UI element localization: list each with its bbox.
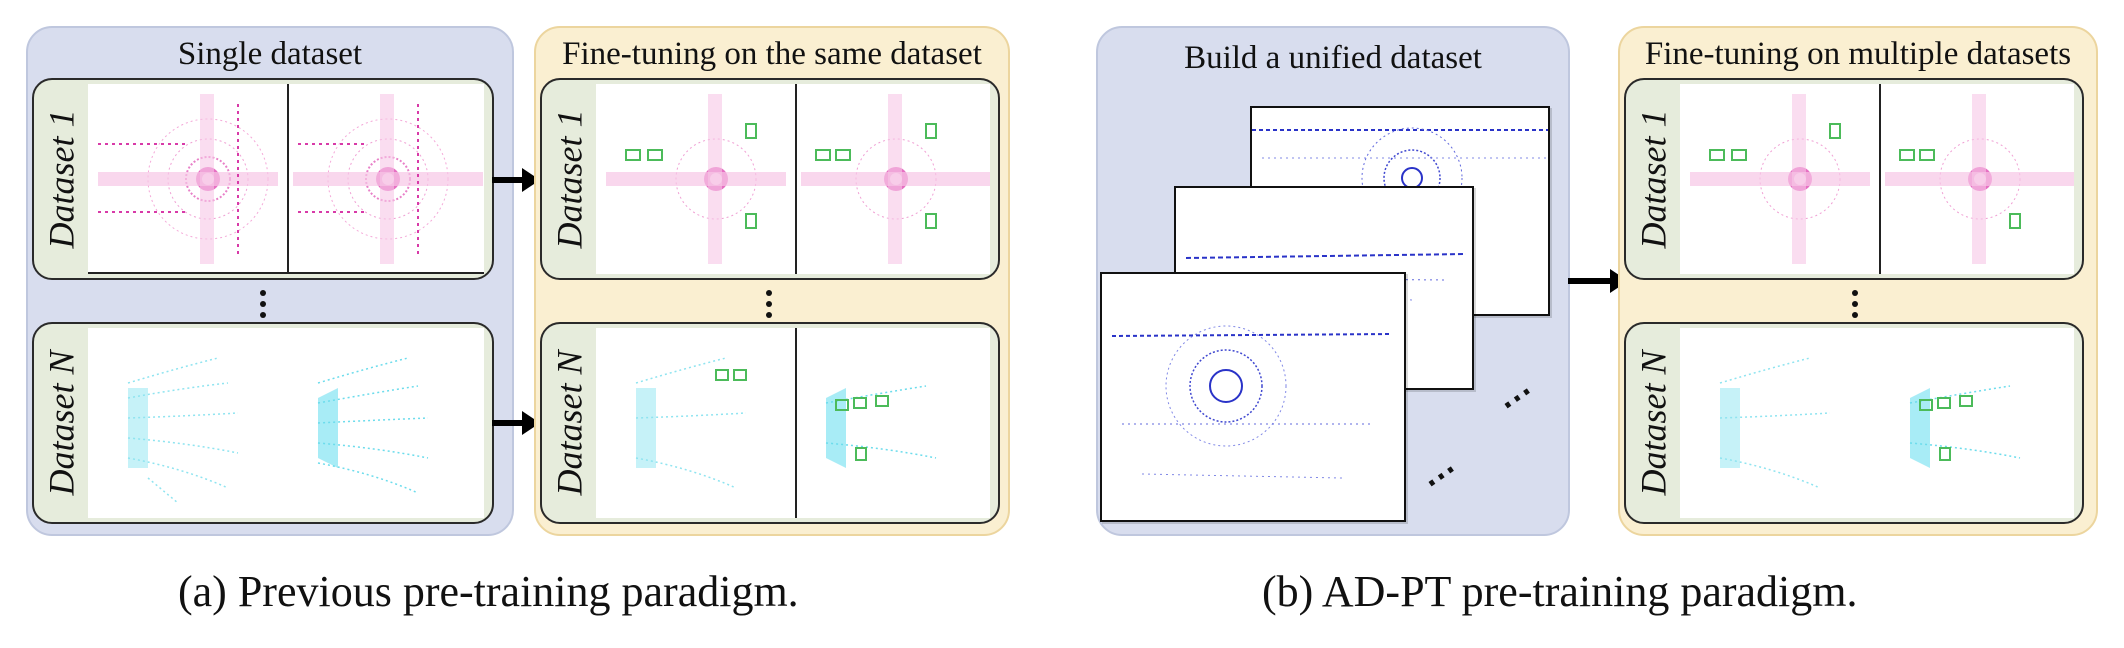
dataset-1-label: Dataset 1 bbox=[549, 109, 589, 249]
lidar-scan-cyan-pair bbox=[88, 328, 484, 518]
unified-dataset-title: Build a unified dataset bbox=[1184, 40, 1482, 76]
lidar-cyan-multi-svg bbox=[1719, 357, 2021, 489]
lidar-scan-cyan-boxes bbox=[596, 328, 990, 518]
dataset-n-label: Dataset N bbox=[1633, 350, 1674, 496]
dataset-n-row-finetune: Dataset N bbox=[540, 322, 1000, 524]
dataset-1-row-finetune: Dataset 1 bbox=[540, 78, 1000, 280]
caption-b: (b) AD-PT pre-training paradigm. bbox=[1262, 567, 1858, 616]
arrow-right-icon bbox=[1568, 269, 1628, 293]
lidar-magenta-scan-a bbox=[606, 94, 786, 264]
lidar-magenta-scan-b bbox=[293, 94, 483, 264]
lidar-magenta-scan-a bbox=[98, 94, 278, 264]
dataset-n-label: Dataset N bbox=[549, 350, 590, 496]
ellipsis-vertical-left bbox=[260, 290, 266, 323]
dataset-1-row-multi: Dataset 1 bbox=[1624, 78, 2084, 280]
lidar-cyan-scan-a bbox=[635, 357, 747, 489]
ellipsis-vertical-right bbox=[1852, 290, 1858, 323]
ellipsis-vertical-left-finetune bbox=[766, 290, 772, 323]
lidar-cyan-scan-b bbox=[825, 385, 937, 468]
dataset-n-row-multi: Dataset N bbox=[1624, 322, 2084, 524]
finetune-multiple-title: Fine-tuning on multiple datasets bbox=[1644, 36, 2072, 72]
lidar-cyan-scan-b bbox=[317, 357, 429, 494]
lidar-magenta-scan-b bbox=[801, 94, 990, 264]
lidar-scan-magenta-boxes bbox=[596, 84, 990, 274]
finetune-same-title: Fine-tuning on the same dataset bbox=[562, 36, 982, 72]
caption-a: (a) Previous pre-training paradigm. bbox=[178, 567, 799, 616]
lidar-blue-svg-front bbox=[1111, 325, 1393, 479]
lidar-scan-magenta-pair bbox=[88, 84, 484, 274]
dataset-1-row-pretrain: Dataset 1 bbox=[32, 78, 494, 280]
lidar-sheet-front bbox=[1100, 272, 1406, 522]
lidar-cyan-boxes-svg bbox=[635, 328, 937, 518]
lidar-cyan-svg bbox=[127, 357, 429, 504]
single-dataset-title: Single dataset bbox=[177, 36, 363, 72]
dataset-n-label: Dataset N bbox=[41, 350, 82, 496]
arrow-right-icon bbox=[492, 168, 540, 192]
image-bottom-border bbox=[88, 272, 484, 274]
dataset-1-label: Dataset 1 bbox=[41, 109, 81, 249]
lidar-scan-magenta-boxes bbox=[1680, 84, 2074, 274]
arrow-right-icon bbox=[492, 411, 540, 435]
lidar-magenta-boxes-svg bbox=[606, 84, 990, 274]
lidar-cyan-scan-a bbox=[127, 357, 239, 504]
dataset-1-label: Dataset 1 bbox=[1633, 109, 1673, 249]
lidar-magenta-svg bbox=[98, 84, 483, 274]
lidar-magenta-multi-svg bbox=[1690, 84, 2074, 274]
lidar-scan-cyan-boxes bbox=[1680, 328, 2074, 518]
dataset-n-row-pretrain: Dataset N bbox=[32, 322, 494, 524]
